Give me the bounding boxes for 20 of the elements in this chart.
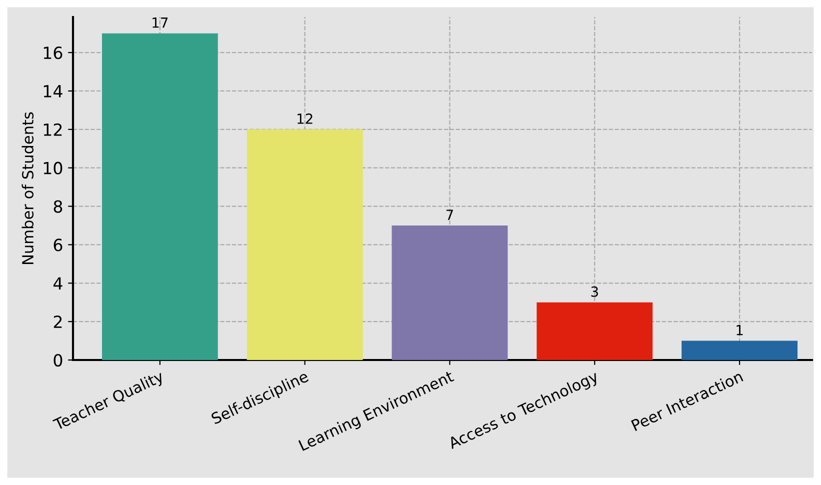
data-label: 7 — [446, 210, 453, 220]
y-tick-label: 8 — [54, 200, 62, 213]
bar — [682, 340, 798, 360]
y-tick-label: 14 — [44, 85, 62, 98]
y-axis-title: Number of Students — [22, 112, 34, 264]
bar — [536, 302, 653, 360]
y-tick-label: 12 — [44, 123, 62, 136]
data-label: 12 — [298, 113, 312, 124]
y-tick-label: 2 — [54, 316, 62, 328]
bar — [392, 225, 508, 360]
data-label: 3 — [591, 286, 598, 297]
y-tick-label: 4 — [53, 277, 62, 290]
data-label: 17 — [152, 18, 168, 28]
y-tick-label: 16 — [44, 46, 62, 60]
bar — [246, 129, 363, 360]
y-tick-label: 0 — [54, 354, 62, 367]
bar — [102, 33, 218, 360]
data-label: 1 — [736, 324, 743, 336]
y-tick-label: 10 — [44, 162, 62, 174]
y-tick-label: 6 — [54, 238, 62, 252]
